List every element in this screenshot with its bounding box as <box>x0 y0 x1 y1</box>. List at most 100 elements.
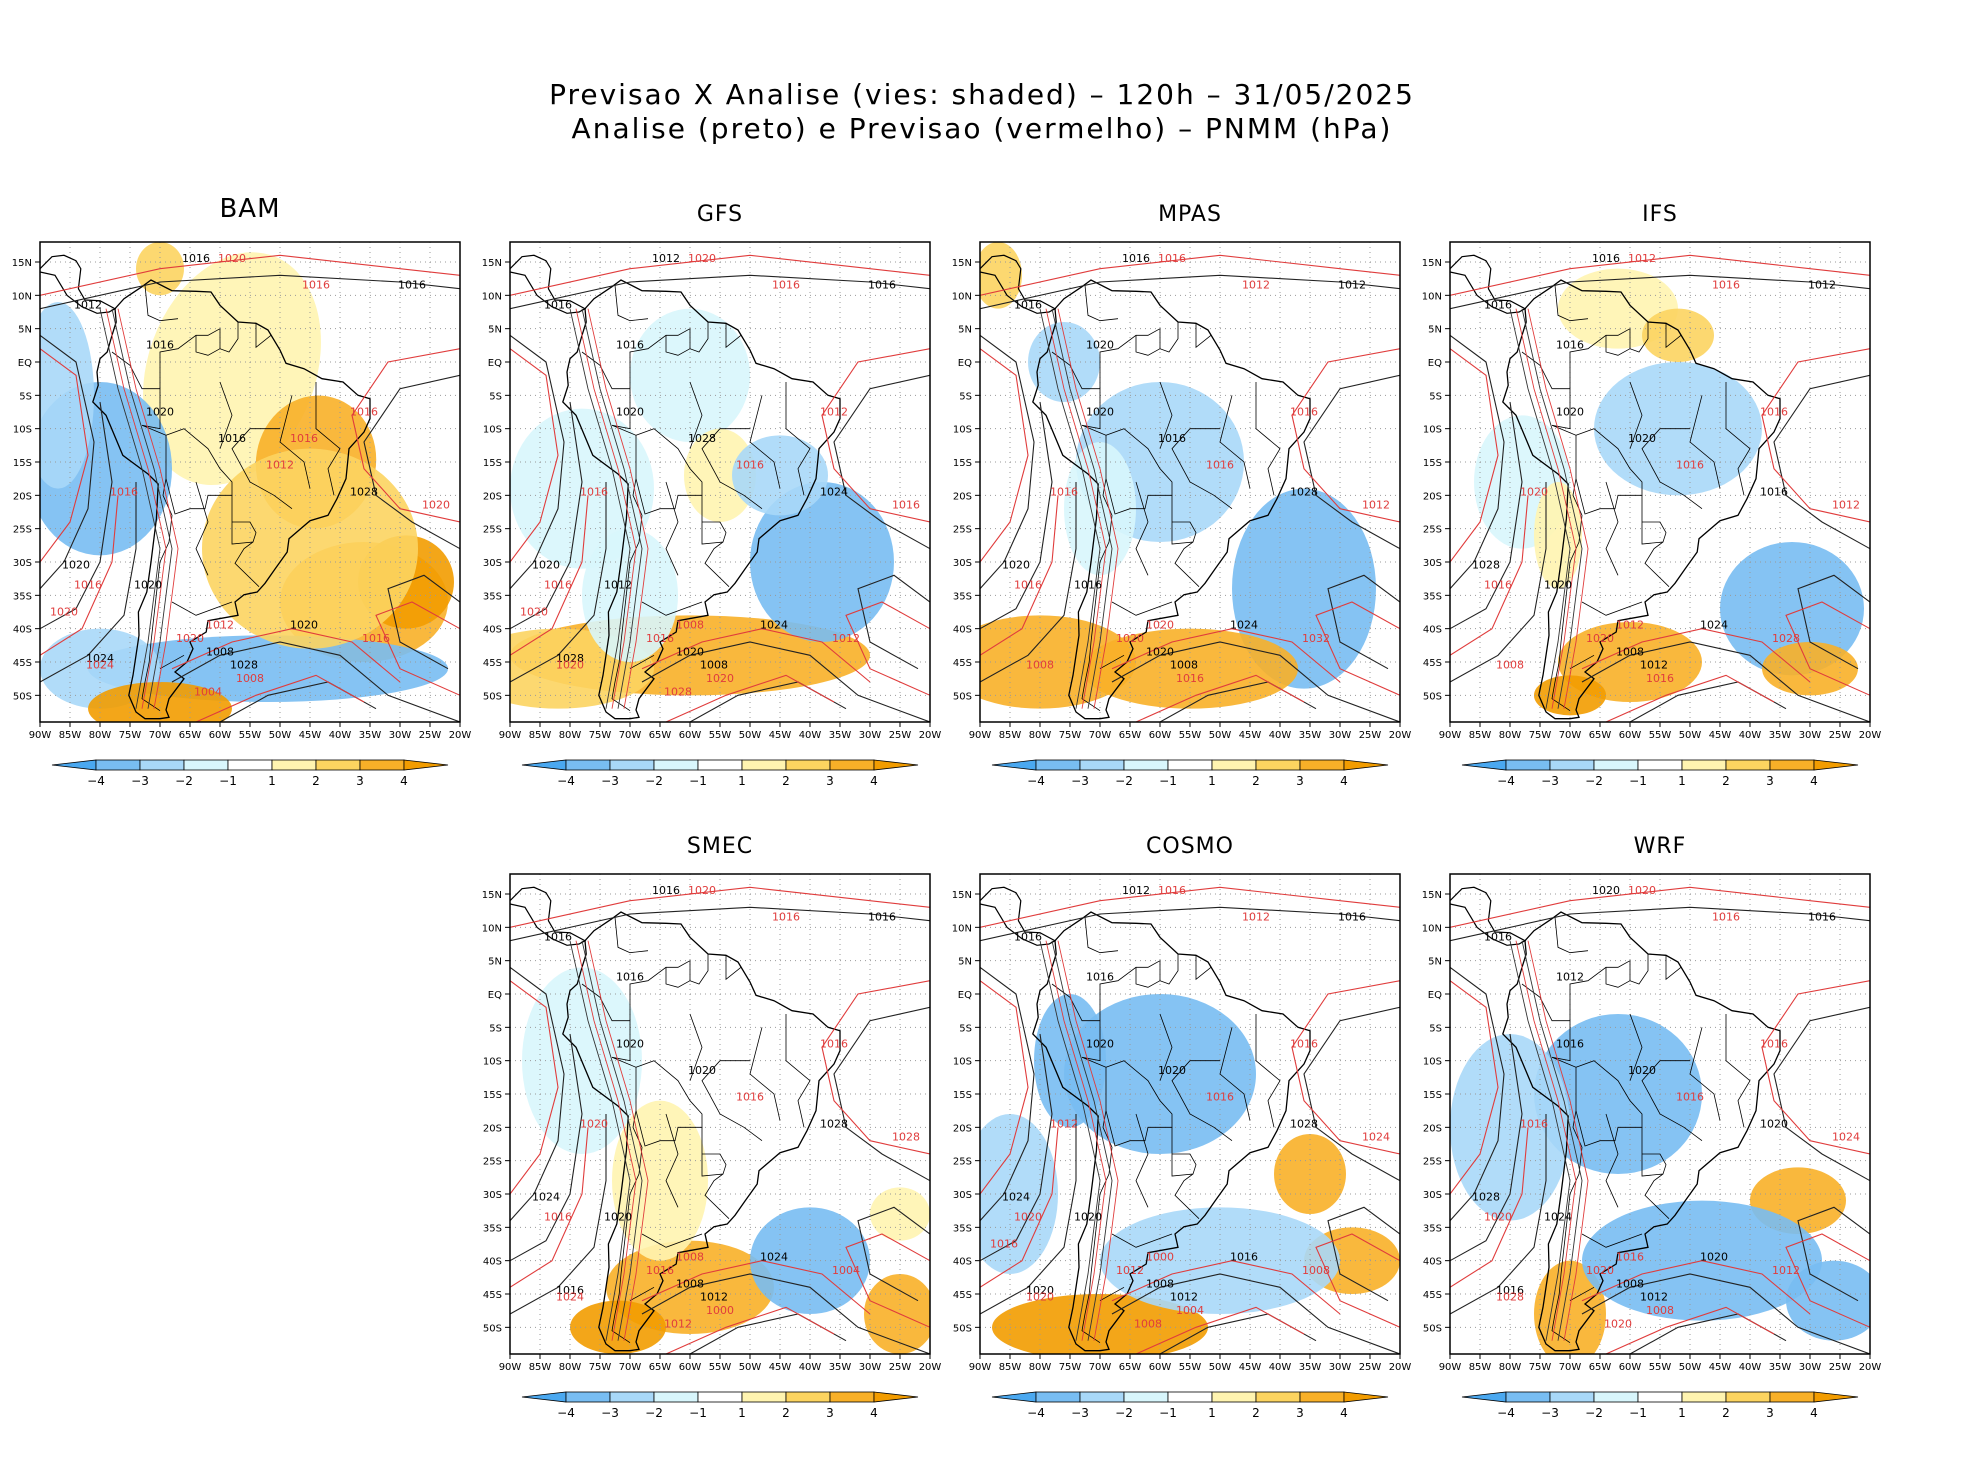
lat-tick-label: 30S <box>13 558 32 569</box>
analysis-isobar <box>980 401 1053 630</box>
analysis-isobar-label: 1008 <box>1170 659 1198 672</box>
analysis-isobar-label: 1016 <box>868 279 896 292</box>
forecast-isobar-label: 1008 <box>1646 1304 1674 1317</box>
forecast-isobar-label: 1020 <box>520 605 548 618</box>
lat-tick-label: 45S <box>13 658 32 669</box>
lat-tick-label: 15S <box>953 1090 972 1101</box>
forecast-isobar-label: 1028 <box>1772 632 1800 645</box>
analysis-isobar-label: 1020 <box>1086 405 1114 418</box>
forecast-isobar-label: 1012 <box>1050 1117 1078 1130</box>
forecast-isobar-label: 1008 <box>236 672 264 685</box>
lon-tick-label: 30W <box>1799 730 1822 741</box>
analysis-isobar <box>980 334 1035 590</box>
forecast-isobar-label: 1020 <box>1628 884 1656 897</box>
lon-tick-label: 20W <box>1389 730 1412 741</box>
forecast-isobar <box>1315 1233 1400 1328</box>
lat-tick-label: 15N <box>12 258 32 269</box>
colorbar-swatch <box>359 759 405 771</box>
forecast-isobar <box>845 1233 930 1328</box>
forecast-isobar-label: 1016 <box>990 1237 1018 1250</box>
lat-tick-label: 50S <box>483 1323 502 1334</box>
analysis-isobar <box>40 482 137 683</box>
analysis-isobar-label: 1020 <box>290 619 318 632</box>
lat-tick-label: 10S <box>483 1057 502 1068</box>
lon-tick-label: 35W <box>1769 1362 1792 1373</box>
lat-tick-label: 35S <box>1423 1223 1442 1234</box>
analysis-isobar-label: 1012 <box>700 1291 728 1304</box>
forecast-isobar-label: 1012 <box>206 619 234 632</box>
forecast-isobar-label: 1016 <box>1290 1037 1318 1050</box>
forecast-isobar <box>40 348 89 563</box>
colorbar-swatch <box>785 1391 831 1403</box>
colorbar-swatch <box>1593 759 1639 771</box>
lat-tick-label: 10N <box>482 923 502 934</box>
lat-tick-label: 50S <box>483 691 502 702</box>
colorbar-swatch <box>1725 759 1771 771</box>
analysis-isobar <box>40 274 460 310</box>
colorbar-label: −3 <box>601 774 619 788</box>
analysis-isobar <box>510 334 565 590</box>
forecast-isobar-label: 1016 <box>1176 672 1204 685</box>
lon-tick-label: 25W <box>889 1362 912 1373</box>
analysis-isobar-label: 1020 <box>1556 405 1584 418</box>
lat-tick-label: 30S <box>483 558 502 569</box>
lon-tick-label: 90W <box>499 730 522 741</box>
lon-tick-label: 35W <box>1299 1362 1322 1373</box>
colorbar-swatch <box>991 1391 1037 1403</box>
analysis-isobar-label: 1028 <box>556 652 584 665</box>
lon-tick-label: 25W <box>889 730 912 741</box>
lon-tick-label: 40W <box>1269 730 1292 741</box>
colorbar-swatch <box>1725 1391 1771 1403</box>
lon-tick-label: 75W <box>119 730 142 741</box>
lat-tick-label: 30S <box>953 1190 972 1201</box>
lat-tick-label: 10N <box>1422 923 1442 934</box>
forecast-isobar <box>510 980 559 1195</box>
lon-tick-label: 60W <box>679 730 702 741</box>
analysis-isobar-label: 1016 <box>1122 252 1150 265</box>
south-america-coastline <box>1502 279 1781 720</box>
analysis-isobar-label: 1020 <box>676 645 704 658</box>
colorbar-swatch <box>1769 1391 1815 1403</box>
forecast-isobar-label: 1012 <box>664 1317 692 1330</box>
lat-tick-label: 50S <box>1423 691 1442 702</box>
lat-tick-label: 25S <box>953 525 972 536</box>
lat-tick-label: 50S <box>13 691 32 702</box>
forecast-isobar <box>1581 1260 1811 1315</box>
forecast-isobar <box>1315 601 1400 696</box>
lon-tick-label: 35W <box>359 730 382 741</box>
forecast-isobar-label: 1020 <box>422 499 450 512</box>
colorbar-swatch <box>1549 759 1595 771</box>
lon-tick-label: 60W <box>1149 1362 1172 1373</box>
analysis-isobar-label: 1020 <box>1074 1211 1102 1224</box>
forecast-isobar <box>171 628 401 683</box>
lat-tick-label: 40S <box>953 625 972 636</box>
colorbar-swatch <box>183 759 229 771</box>
forecast-isobar-label: 1012 <box>1242 279 1270 292</box>
analysis-isobar-label: 1020 <box>134 579 162 592</box>
lon-tick-label: 70W <box>619 730 642 741</box>
analysis-isobar-label: 1016 <box>182 252 210 265</box>
lat-tick-label: 5S <box>489 391 502 402</box>
colorbar-swatch <box>521 1391 567 1403</box>
forecast-isobar <box>510 348 559 563</box>
lon-tick-label: 65W <box>1589 1362 1612 1373</box>
analysis-isobar-label: 1020 <box>532 559 560 572</box>
analysis-isobar-label: 1012 <box>652 252 680 265</box>
forecast-isobar-label: 1024 <box>1832 1131 1860 1144</box>
analysis-isobar-label: 1020 <box>1086 339 1114 352</box>
forecast-isobar <box>40 495 119 656</box>
lat-tick-label: 5N <box>958 957 972 968</box>
lat-tick-label: 15N <box>952 258 972 269</box>
colorbar: −4 −3 −2 −1 1 2 3 4 <box>991 759 1389 788</box>
colorbar-label: 2 <box>312 774 320 788</box>
lon-tick-label: 20W <box>449 730 472 741</box>
analysis-isobar-label: 1016 <box>218 432 246 445</box>
analysis-isobar-label: 1020 <box>62 559 90 572</box>
analysis-isobar <box>641 1273 930 1354</box>
colorbar-label: −4 <box>1027 774 1045 788</box>
colorbar-label: −1 <box>1159 774 1177 788</box>
forecast-isobar-label: 1020 <box>1484 1211 1512 1224</box>
colorbar-swatch <box>609 1391 655 1403</box>
lat-tick-label: 35S <box>483 591 502 602</box>
lon-tick-label: 70W <box>149 730 172 741</box>
